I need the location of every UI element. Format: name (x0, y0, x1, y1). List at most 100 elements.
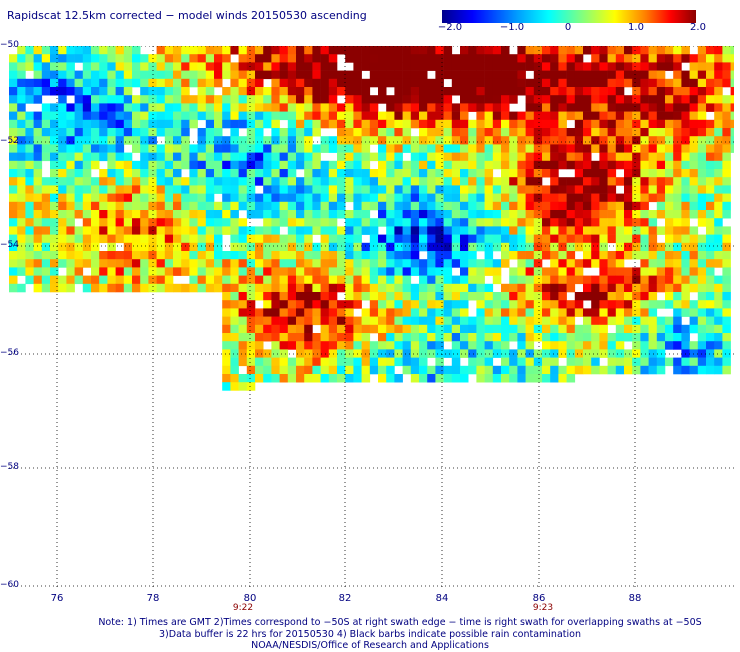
heatmap-cell (484, 144, 494, 153)
heatmap-cell (246, 267, 256, 276)
heatmap-cell (492, 201, 502, 211)
heatmap-cell (132, 144, 141, 153)
heatmap-cell (17, 78, 26, 88)
heatmap-cell (17, 218, 26, 227)
heatmap-cell (648, 136, 658, 145)
heatmap-cell (33, 259, 43, 268)
heatmap-cell (656, 275, 666, 285)
heatmap-cell (681, 226, 690, 235)
heatmap-cell (255, 324, 264, 334)
heatmap-cell (82, 103, 92, 112)
heatmap-cell (697, 201, 707, 211)
heatmap-cell (214, 136, 223, 145)
heatmap-cell (107, 87, 116, 96)
heatmap-cell (615, 283, 625, 293)
heatmap-cell (9, 201, 18, 211)
heatmap-cell (550, 267, 559, 276)
heatmap-cell (533, 111, 543, 121)
heatmap-cell (460, 111, 469, 121)
heatmap-cell (714, 103, 723, 112)
heatmap-cell (189, 46, 198, 55)
heatmap-cell (591, 365, 600, 375)
heatmap-cell (435, 201, 444, 211)
heatmap-cell (435, 283, 444, 293)
heatmap-cell (246, 259, 256, 268)
heatmap-cell (689, 210, 699, 219)
heatmap-cell (607, 300, 617, 309)
heatmap-cell (246, 177, 256, 186)
heatmap-cell (517, 87, 526, 96)
heatmap-cell (476, 283, 485, 293)
heatmap-cell (320, 119, 330, 129)
heatmap-cell (74, 103, 84, 112)
heatmap-cell (624, 136, 633, 145)
heatmap-cell (665, 316, 674, 326)
heatmap-cell (238, 308, 248, 317)
heatmap-cell (263, 357, 272, 367)
heatmap-cell (517, 136, 526, 145)
heatmap-cell (550, 259, 559, 268)
heatmap-cell (681, 160, 690, 170)
heatmap-cell (58, 242, 67, 252)
heatmap-cell (271, 357, 280, 367)
heatmap-cell (197, 103, 207, 112)
heatmap-cell (484, 87, 494, 96)
heatmap-cell (706, 62, 715, 71)
heatmap-cell (706, 144, 715, 153)
heatmap-cell (558, 185, 567, 194)
heatmap-cell (509, 300, 518, 309)
heatmap-cell (533, 169, 543, 178)
heatmap-cell (9, 111, 18, 121)
heatmap-cell (656, 87, 666, 96)
heatmap-cell (435, 46, 444, 55)
heatmap-cell (525, 333, 535, 342)
heatmap-cell (123, 152, 133, 162)
heatmap-cell (345, 78, 354, 88)
heatmap-cell (263, 267, 272, 276)
heatmap-cell (58, 177, 67, 186)
heatmap-cell (181, 242, 190, 252)
heatmap-cell (173, 144, 182, 153)
heatmap-cell (173, 62, 182, 71)
heatmap-cell (378, 374, 387, 383)
heatmap-cell (361, 251, 371, 260)
heatmap-cell (640, 283, 649, 293)
heatmap-cell (566, 210, 576, 219)
heatmap-cell (427, 210, 436, 219)
heatmap-cell (492, 136, 502, 145)
heatmap-cell (82, 185, 92, 194)
heatmap-cell (435, 218, 444, 227)
heatmap-cell (33, 95, 43, 104)
heatmap-cell (665, 292, 674, 301)
colorbar-tick-label: 2.0 (690, 22, 706, 33)
heatmap-cell (66, 144, 75, 153)
heatmap-cell (33, 251, 43, 260)
heatmap-cell (443, 218, 453, 227)
heatmap-cell (435, 210, 444, 219)
heatmap-cell (468, 267, 477, 276)
heatmap-cell (353, 365, 362, 375)
heatmap-cell (82, 128, 92, 137)
heatmap-cell (427, 169, 436, 178)
heatmap-cell (673, 87, 682, 96)
heatmap-cell (304, 324, 313, 334)
heatmap-cell (255, 111, 264, 121)
heatmap-cell (550, 357, 559, 367)
heatmap-cell (648, 226, 658, 235)
heatmap-cell (189, 210, 198, 219)
heatmap-cell (624, 234, 633, 244)
heatmap-cell (238, 251, 248, 260)
heatmap-cell (189, 218, 198, 227)
heatmap-cell (361, 324, 371, 334)
heatmap-cell (689, 70, 699, 80)
heatmap-cell (632, 210, 641, 219)
heatmap-cell (583, 308, 592, 317)
heatmap-cell (230, 341, 239, 350)
heatmap-cell (205, 251, 215, 260)
heatmap-cell (402, 119, 412, 129)
heatmap-cell (542, 374, 551, 383)
heatmap-cell (640, 349, 649, 358)
heatmap-cell (460, 275, 469, 285)
heatmap-cell (468, 46, 477, 55)
heatmap-cell (673, 193, 682, 203)
